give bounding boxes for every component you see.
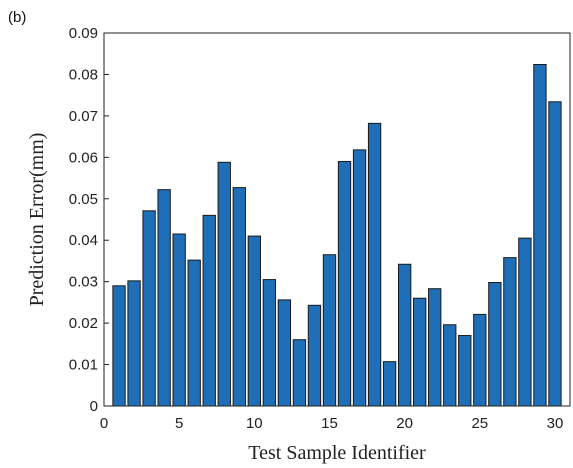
bar-8	[217, 161, 231, 407]
bar-3	[142, 210, 156, 407]
y-tick-label: 0.03	[69, 274, 98, 291]
bar-13	[292, 339, 307, 407]
y-tick-label: 0.01	[69, 357, 98, 374]
plot-frame	[103, 32, 571, 407]
bar-16	[337, 160, 352, 407]
y-tick-label: 0.05	[69, 191, 98, 208]
bar-19	[382, 361, 397, 407]
bar-11	[262, 279, 277, 407]
y-tick-label: 0.02	[69, 315, 98, 332]
bar-18	[367, 122, 382, 407]
bar-4	[157, 189, 171, 407]
bar-30	[548, 101, 562, 407]
y-tick-label: 0.09	[69, 25, 98, 42]
bar-5	[172, 233, 186, 407]
bars	[112, 64, 562, 407]
x-tick-label: 10	[246, 415, 263, 432]
y-tick-label: 0.07	[69, 108, 98, 125]
x-tick-label: 30	[547, 415, 564, 432]
bar-2	[127, 280, 141, 407]
bar-22	[428, 288, 442, 407]
y-tick-label: 0.04	[69, 232, 98, 249]
bar-17	[352, 149, 367, 407]
bar-21	[413, 297, 427, 407]
bar-26	[488, 282, 502, 407]
bar-24	[458, 335, 472, 407]
bar-6	[187, 259, 201, 407]
y-tick-label: 0.08	[69, 66, 98, 83]
bar-23	[443, 324, 457, 407]
x-tick-label: 5	[175, 415, 183, 432]
y-axis-label: Prediction Error(mm)	[26, 133, 48, 307]
x-axis-label: Test Sample Identifier	[248, 442, 426, 464]
y-tick-label: 0.06	[69, 149, 98, 166]
bar-10	[247, 235, 261, 407]
bar-9	[232, 187, 246, 407]
bar-15	[322, 254, 337, 407]
x-tick-label: 0	[100, 415, 108, 432]
bar-20	[397, 263, 412, 407]
bar-14	[307, 304, 322, 407]
bar-7	[202, 214, 216, 407]
bar-29	[533, 64, 547, 407]
panel-label: (b)	[8, 9, 26, 26]
x-tick-label: 25	[471, 415, 488, 432]
bar-12	[277, 299, 292, 407]
bar-28	[518, 237, 532, 407]
x-axis-ticks: 0 5 10 15 20 25 30	[100, 401, 563, 432]
x-tick-label: 20	[396, 415, 413, 432]
bar-27	[503, 257, 517, 407]
bar-25	[473, 313, 487, 407]
x-tick-label: 15	[321, 415, 338, 432]
y-axis-ticks: 0 0.01 0.02 0.03 0.04 0.05 0.06 0.07 0.08 0.09	[69, 25, 109, 415]
y-tick-label: 0	[90, 398, 98, 415]
bar-1	[112, 285, 126, 407]
